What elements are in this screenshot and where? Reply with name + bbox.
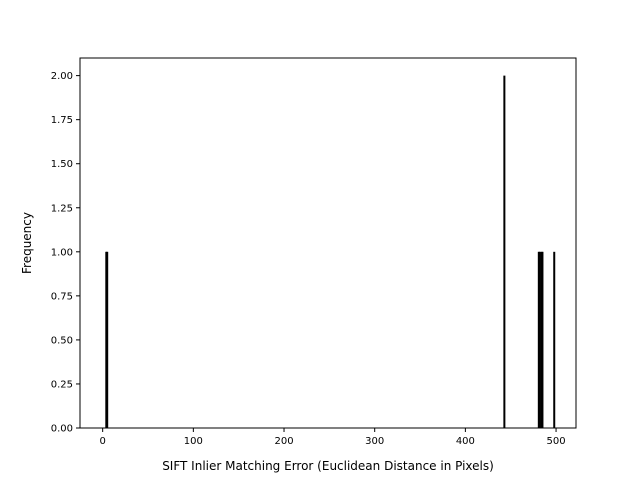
y-tick-label: 1.75 — [51, 115, 73, 126]
y-axis-label: Frequency — [20, 212, 34, 274]
y-tick-label: 1.50 — [51, 159, 73, 170]
x-tick-label: 300 — [365, 436, 384, 447]
y-tick-label: 0.50 — [51, 335, 73, 346]
y-tick-label: 0.25 — [51, 379, 73, 390]
histogram-bar — [106, 251, 109, 428]
y-tick-label: 1.00 — [51, 247, 73, 258]
y-axis: 0.00 0.25 0.50 0.75 1.00 1.25 1.50 1.75 2.00 — [51, 71, 80, 435]
x-tick-label: 100 — [184, 436, 203, 447]
histogram-bar — [503, 75, 506, 429]
x-tick-label: 500 — [547, 436, 566, 447]
histogram-bar — [538, 251, 541, 428]
x-tick-label: 400 — [456, 436, 475, 447]
y-tick-label: 2.00 — [51, 71, 73, 82]
x-tick-label: 0 — [99, 436, 105, 447]
plot-frame — [79, 57, 577, 429]
histogram-bar — [553, 251, 556, 428]
y-tick-label: 0.75 — [51, 291, 73, 302]
x-axis: 0 100 200 300 400 500 — [99, 428, 566, 447]
y-tick-label: 0.00 — [51, 424, 73, 435]
y-tick-label: 1.25 — [51, 203, 73, 214]
x-tick-label: 200 — [274, 436, 293, 447]
histogram-bar — [541, 251, 544, 428]
bars-layer — [105, 75, 556, 429]
x-axis-label: SIFT Inlier Matching Error (Euclidean Di… — [162, 459, 494, 473]
